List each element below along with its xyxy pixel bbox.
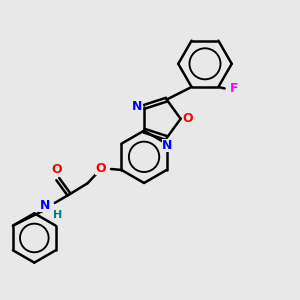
Text: N: N: [162, 140, 172, 152]
Text: O: O: [95, 162, 106, 175]
Text: F: F: [230, 82, 238, 95]
Text: N: N: [39, 200, 50, 212]
Text: O: O: [182, 112, 193, 125]
Text: N: N: [132, 100, 142, 113]
Text: O: O: [51, 163, 62, 176]
Text: H: H: [53, 210, 63, 220]
